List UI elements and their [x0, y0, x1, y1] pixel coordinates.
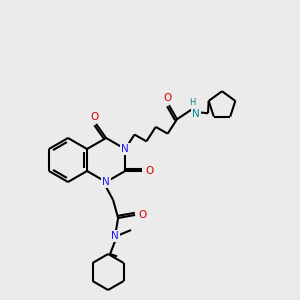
Text: N: N	[111, 231, 119, 241]
Text: N: N	[102, 177, 110, 187]
Text: O: O	[145, 166, 153, 176]
Text: O: O	[138, 210, 146, 220]
Text: N: N	[121, 144, 129, 154]
Text: N: N	[192, 109, 200, 119]
Text: O: O	[163, 93, 171, 103]
Text: O: O	[90, 112, 98, 122]
Text: H: H	[189, 98, 195, 107]
